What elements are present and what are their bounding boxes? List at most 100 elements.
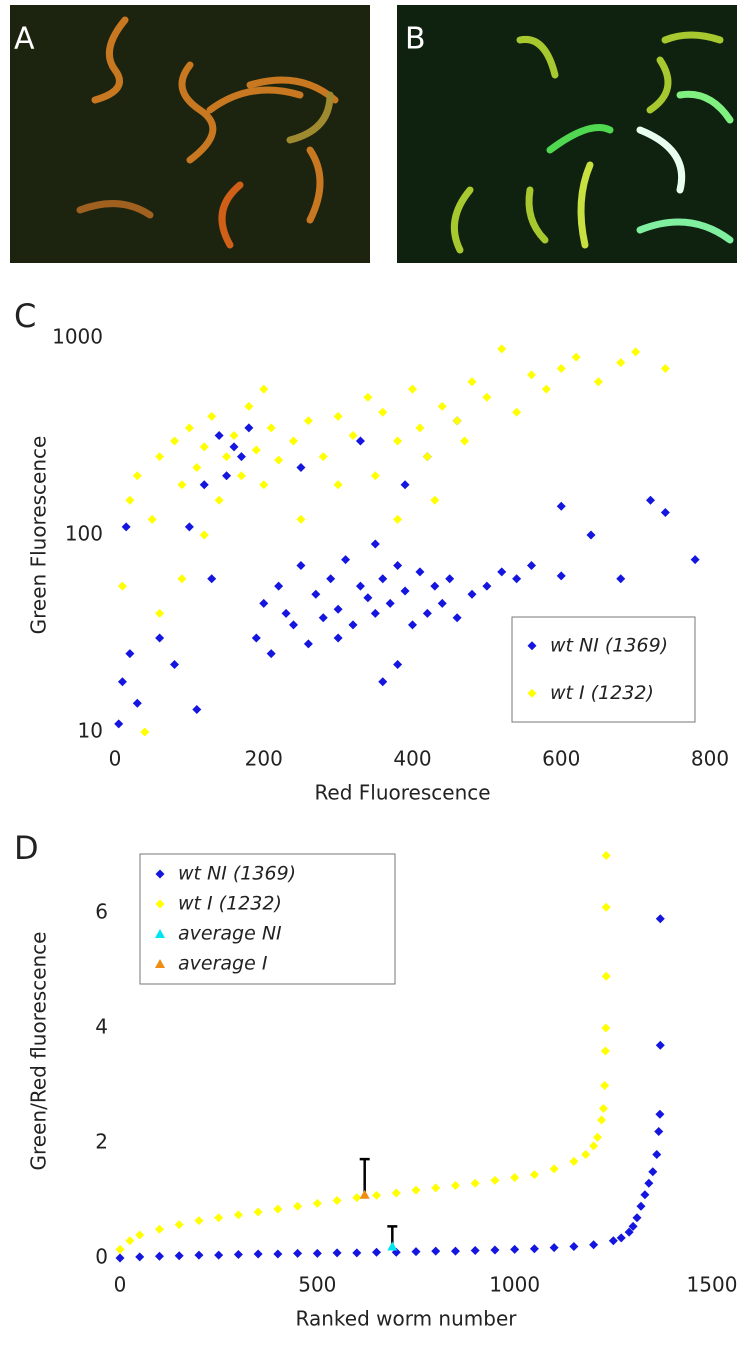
diamond-marker (497, 567, 507, 577)
y-tick-label: 6 (95, 900, 108, 924)
diamond-marker (422, 608, 432, 618)
diamond-marker (199, 442, 209, 452)
diamond-marker (400, 586, 410, 596)
diamond-marker (289, 436, 298, 446)
diamond-marker (296, 463, 306, 473)
diamond-marker (556, 501, 566, 511)
diamond-marker (214, 430, 224, 440)
diamond-marker (378, 407, 388, 417)
diamond-marker (510, 1173, 520, 1182)
x-axis-title: Red Fluorescence (314, 781, 490, 805)
x-tick-label: 0 (114, 1273, 127, 1297)
diamond-marker (114, 719, 124, 729)
diamond-marker (117, 581, 127, 591)
legend-label: wt NI (1369) (178, 863, 296, 885)
diamond-marker (640, 1190, 650, 1200)
diamond-marker (363, 392, 373, 402)
chart: C 10 100 1000 0 200 400 600 800 Red Fluorescence G… (14, 297, 729, 805)
x-tick-label: 600 (542, 747, 580, 771)
diamond-marker (192, 705, 202, 715)
diamond-marker (593, 377, 603, 387)
diamond-marker (431, 1246, 441, 1256)
diamond-marker (117, 677, 127, 687)
diamond-marker (115, 1244, 125, 1254)
diamond-marker (214, 1250, 224, 1260)
x-tick-label: 400 (393, 747, 431, 771)
diamond-marker (370, 471, 380, 481)
x-axis-title: Ranked worm number (296, 1307, 518, 1331)
diamond-marker (422, 452, 432, 462)
diamond-marker (589, 1240, 599, 1250)
diamond-marker (251, 633, 261, 643)
diamond-marker (527, 370, 536, 380)
diamond-marker (512, 574, 522, 584)
diamond-marker (482, 581, 492, 591)
diamond-marker (589, 1141, 599, 1151)
diamond-marker (430, 495, 440, 505)
diamond-marker (233, 1250, 243, 1260)
diamond-marker (593, 1132, 603, 1142)
diamond-marker (170, 660, 179, 670)
diamond-marker (430, 581, 440, 591)
diamond-marker (616, 358, 626, 368)
diamond-marker (527, 641, 537, 651)
diamond-marker (115, 1253, 125, 1263)
diamond-marker (296, 561, 306, 571)
diamond-marker (512, 407, 522, 417)
diamond-marker (393, 660, 403, 670)
diamond-marker (135, 1252, 145, 1262)
diamond-marker (490, 1245, 500, 1255)
y-tick-label: 100 (65, 522, 103, 546)
diamond-marker (222, 471, 232, 481)
diamond-marker (655, 1040, 665, 1050)
diamond-marker (569, 1242, 579, 1251)
diamond-marker (408, 620, 417, 630)
diamond-marker (391, 1188, 401, 1198)
diamond-marker (333, 604, 343, 614)
error-bar (359, 1157, 370, 1195)
x-tick-label: 1000 (489, 1273, 540, 1297)
diamond-marker (236, 471, 246, 481)
y-axis-title: Green/Red fluorescence (27, 932, 51, 1171)
diamond-marker (632, 1213, 642, 1223)
diamond-marker (318, 452, 328, 462)
diamond-marker (251, 445, 261, 455)
diamond-marker (690, 555, 700, 565)
diamond-marker (452, 416, 462, 426)
diamond-marker (437, 401, 447, 411)
diamond-marker (393, 514, 403, 524)
diamond-marker (648, 1167, 658, 1177)
x-tick-label: 500 (298, 1273, 336, 1297)
diamond-marker (601, 971, 611, 981)
diamond-marker (529, 1170, 539, 1180)
diamond-marker (490, 1175, 500, 1185)
diamond-marker (125, 495, 135, 505)
diamond-marker (631, 347, 641, 357)
x-tick-label: 1500 (687, 1273, 738, 1297)
diamond-marker (184, 522, 194, 532)
diamond-marker (199, 530, 209, 540)
diamond-marker (352, 1248, 362, 1258)
diamond-marker (194, 1216, 204, 1226)
diamond-marker (431, 1183, 441, 1193)
diamond-marker (244, 423, 254, 433)
diamond-marker (646, 495, 655, 505)
diamond-marker (318, 613, 328, 623)
diamond-marker (400, 480, 410, 490)
diamond-marker (326, 574, 336, 584)
diamond-marker (355, 581, 365, 591)
diamond-marker (616, 574, 626, 584)
diamond-marker (600, 1046, 610, 1056)
diamond-marker (527, 561, 536, 571)
diamond-marker (411, 1185, 421, 1195)
diamond-marker (569, 1156, 579, 1166)
diamond-marker (253, 1207, 263, 1217)
diamond-marker (184, 423, 194, 433)
diamond-marker (132, 471, 142, 481)
legend-label: wt NI (1369) (550, 634, 668, 656)
diamond-marker (155, 899, 165, 909)
diamond-marker (655, 914, 665, 924)
diamond-marker (132, 698, 142, 708)
diamond-marker (372, 1247, 382, 1257)
diamond-marker (655, 1109, 665, 1119)
